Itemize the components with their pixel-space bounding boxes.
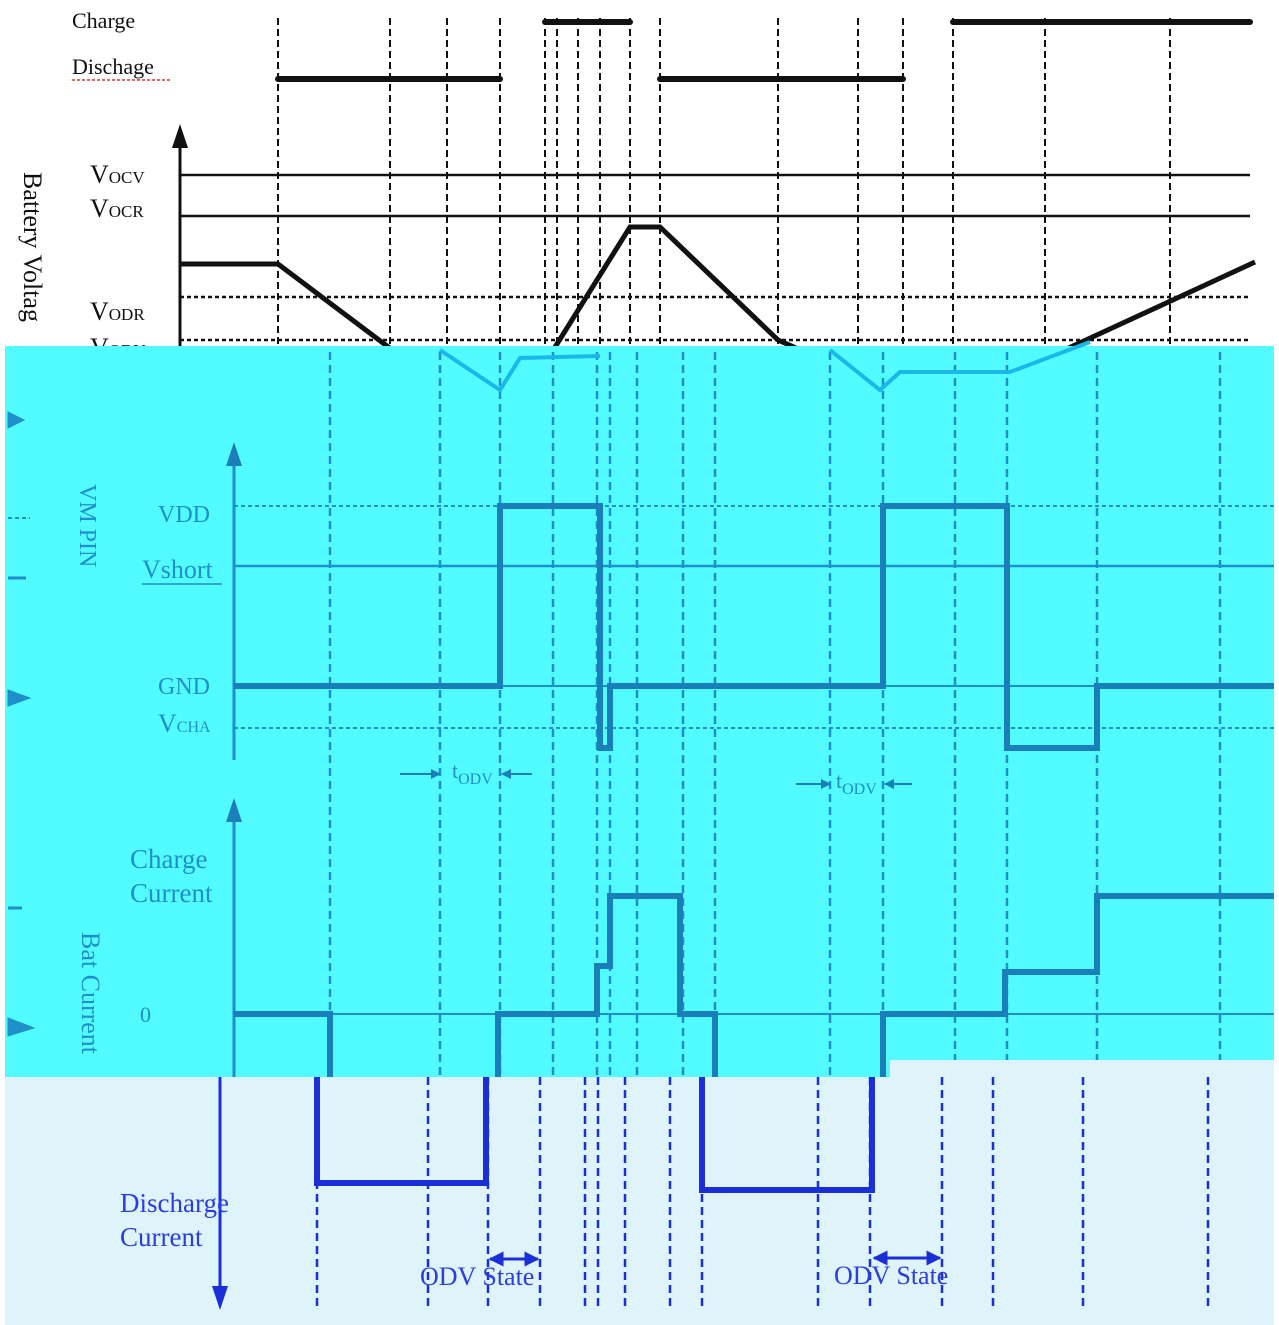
odv-state-marker: ODV State: [420, 1251, 540, 1291]
charge-current-label-line2: Current: [130, 878, 213, 908]
charge-state-label: Charge: [72, 8, 135, 33]
voltage-reference-lines: [180, 173, 1250, 342]
battery-voltage-waveform: [549, 224, 807, 355]
todv-label: tODV: [836, 768, 877, 798]
mid-panel-background: [5, 346, 1274, 1077]
state-bars: [275, 19, 1253, 82]
level-label-vocr: VOCR: [90, 194, 144, 223]
odv-state-label: ODV State: [420, 1262, 534, 1291]
level-label-vodr: VODR: [90, 297, 145, 326]
battery-voltage-waveform-tail: [438, 348, 601, 393]
level-label-vocv: VOCV: [90, 160, 145, 189]
battery-voltage-panel: Charge Dischage Battery Voltag VOCV VOCR…: [0, 0, 1279, 362]
bottom-panel-background: [5, 1077, 1274, 1325]
battery-voltage-waveform: [180, 261, 397, 354]
vm-pin-axis-label: VM PIN: [74, 484, 100, 567]
edge-arrow-icon: [7, 1017, 36, 1037]
discharge-current-panel: Discharge Current ODV State ODV State: [5, 1060, 1274, 1325]
odv-state-marker: ODV State: [834, 1250, 948, 1290]
level-label-vshort: Vshort: [142, 555, 214, 584]
level-label-vdd: VDD: [158, 502, 210, 528]
axis-arrow-icon: [172, 124, 188, 148]
edge-arrow-icon: [7, 689, 32, 707]
todv-delay-marker: tODV: [796, 768, 912, 798]
zero-current-label: 0: [140, 1002, 151, 1027]
bat-current-waveform: [234, 1011, 333, 1077]
axis-arrow-icon: [226, 798, 242, 822]
axis-arrow-icon: [226, 442, 242, 466]
discharge-current-label-line2: Current: [120, 1222, 203, 1252]
discharge-current-waveform: [699, 1077, 875, 1193]
discharge-current-waveform: [314, 1077, 489, 1186]
bat-current-waveform: [495, 893, 718, 1077]
charge-current-label-line1: Charge: [130, 844, 207, 874]
vm-pin-waveform: [234, 503, 1274, 751]
level-label-gnd: GND: [158, 674, 210, 700]
mid-panel-overhang: [890, 1060, 1274, 1077]
axis-arrow-icon: [212, 1286, 228, 1310]
battery-voltage-waveform-tail: [828, 340, 1091, 393]
discharge-current-label-line1: Discharge: [120, 1188, 229, 1218]
todv-label: tODV: [452, 758, 493, 788]
bat-current-waveform: [880, 893, 1274, 1077]
bat-current-axis-label: Bat Current: [76, 932, 105, 1055]
discharge-state-label: Dischage: [72, 54, 154, 79]
odv-state-label: ODV State: [834, 1261, 948, 1290]
battery-voltage-waveform: [1058, 259, 1257, 355]
level-label-vcha: VCHA: [158, 709, 211, 738]
edge-arrow-icon: [7, 411, 26, 429]
todv-delay-marker: tODV: [400, 758, 532, 788]
mid-time-markers: [328, 352, 1222, 1077]
vm-pin-panel: VM PIN VDD Vshort GND VCHA tODV tODV: [5, 340, 1274, 1077]
left-edge-markers: [7, 411, 36, 1037]
battery-voltage-axis-label: Battery Voltag: [18, 172, 47, 322]
